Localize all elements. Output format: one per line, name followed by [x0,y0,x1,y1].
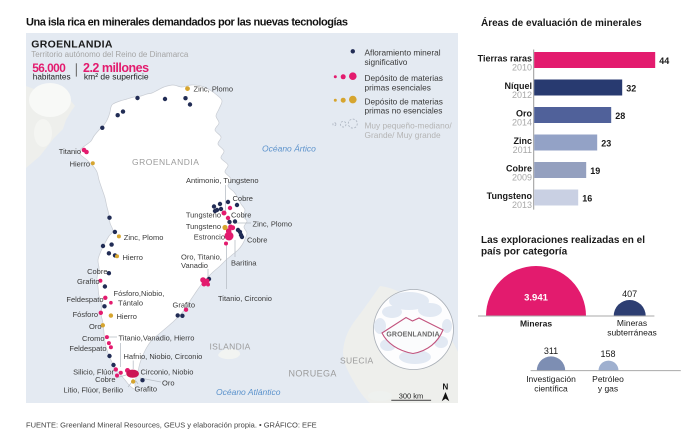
svg-text:Titanio,Vanadio, Hierro: Titanio,Vanadio, Hierro [119,334,195,343]
svg-text:SUECIA: SUECIA [340,356,373,366]
svg-text:Oro: Oro [162,379,175,388]
svg-text:Antimonio, Tungsteno: Antimonio, Tungsteno [186,176,259,185]
svg-text:Cobre: Cobre [87,267,107,276]
svg-text:Hierro: Hierro [117,312,137,321]
svg-text:FUENTE: Greenland Mineral Reso: FUENTE: Greenland Mineral Resources, GEU… [26,421,317,430]
svg-text:56.000: 56.000 [32,61,66,75]
svg-text:Grafito: Grafito [135,385,158,394]
svg-text:Silicio, Flúor: Silicio, Flúor [73,368,114,377]
svg-text:Vanadio: Vanadio [181,261,208,270]
svg-text:Hierro: Hierro [70,160,90,169]
svg-text:GROENLANDIA: GROENLANDIA [31,38,113,50]
svg-text:3.941: 3.941 [524,293,548,304]
svg-text:primas no esenciales: primas no esenciales [365,106,443,116]
svg-text:Feldespato: Feldespato [69,344,106,353]
svg-text:Feldespato: Feldespato [66,295,103,304]
svg-text:32: 32 [626,84,636,94]
svg-text:Tántalo: Tántalo [118,299,143,308]
svg-text:Titanio, Circonio: Titanio, Circonio [218,294,272,303]
svg-text:Mineras: Mineras [520,319,552,329]
svg-text:Cobre: Cobre [247,236,267,245]
svg-text:primas esenciales: primas esenciales [365,83,431,93]
svg-text:científica: científica [534,384,568,394]
svg-text:2.2 millones: 2.2 millones [83,61,149,75]
svg-text:2013: 2013 [512,200,532,210]
svg-text:país por categoría: país por categoría [481,247,568,258]
svg-text:Depósito de materias: Depósito de materias [365,73,443,83]
svg-text:Baritina: Baritina [231,259,257,268]
svg-text:23: 23 [601,139,611,149]
svg-text:Mineras: Mineras [617,318,647,328]
svg-text:Territorio autónomo del Reino: Territorio autónomo del Reino de Dinamar… [31,50,189,59]
svg-text:Tungsteno: Tungsteno [487,191,533,201]
svg-text:N: N [443,383,449,392]
svg-text:Cobre: Cobre [231,211,251,220]
svg-text:Océano Atlántico: Océano Atlántico [216,387,281,397]
svg-text:Océano Ártico: Océano Ártico [262,144,316,154]
svg-text:Tungsteno: Tungsteno [186,222,221,231]
svg-text:Litio, Flúor, Berilio: Litio, Flúor, Berilio [64,386,124,395]
svg-text:ISLANDIA: ISLANDIA [210,342,251,352]
svg-text:2011: 2011 [513,145,532,155]
svg-text:Estroncio: Estroncio [194,233,225,242]
svg-text:16: 16 [582,194,592,204]
svg-text:19: 19 [590,166,600,176]
svg-text:Oro: Oro [89,322,102,331]
svg-text:Grafito: Grafito [77,277,100,286]
svg-text:Cobre: Cobre [95,375,115,384]
svg-text:Hafnio, Niobio, Circonio: Hafnio, Niobio, Circonio [124,352,203,361]
svg-text:km² de superficie: km² de superficie [84,72,149,82]
svg-text:Grande/ Muy grande: Grande/ Muy grande [365,130,441,140]
svg-text:2012: 2012 [512,90,532,100]
svg-text:Zinc: Zinc [513,136,532,146]
svg-text:Circonio, Niobio: Circonio, Niobio [141,368,194,377]
svg-text:Zinc, Plomo: Zinc, Plomo [124,233,164,242]
svg-text:Fósforo: Fósforo [73,310,98,319]
svg-text:Cromo: Cromo [82,334,105,343]
svg-text:2010: 2010 [512,63,532,73]
svg-text:y gas: y gas [598,384,618,394]
svg-text:Zinc, Plomo: Zinc, Plomo [253,220,293,229]
svg-text:300 km: 300 km [399,391,424,400]
svg-text:Tungsteno: Tungsteno [186,210,221,219]
svg-text:Fósforo,Niobio,: Fósforo,Niobio, [114,289,165,298]
svg-text:Titanio: Titanio [59,147,81,156]
svg-text:GROENLANDIA: GROENLANDIA [386,332,439,339]
svg-text:Una isla rica en minerales dem: Una isla rica en minerales demandados po… [26,17,348,29]
svg-text:Zinc, Plomo: Zinc, Plomo [194,85,234,94]
svg-text:subterráneas: subterráneas [607,328,657,338]
svg-text:habitantes: habitantes [33,73,71,82]
svg-text:GROENLANDIA: GROENLANDIA [132,157,199,167]
svg-text:Muy pequeño-mediano/: Muy pequeño-mediano/ [365,121,453,131]
svg-text:significativo: significativo [365,57,408,67]
svg-text:2009: 2009 [512,173,532,183]
svg-text:Cobre: Cobre [233,194,253,203]
svg-text:311: 311 [544,346,558,356]
svg-text:Grafito: Grafito [173,301,196,310]
svg-text:Tierras raras: Tierras raras [478,54,532,64]
svg-text:407: 407 [622,289,637,299]
svg-text:Áreas de evaluación de mineral: Áreas de evaluación de minerales [481,16,642,29]
svg-text:Oro, Titanio,: Oro, Titanio, [181,253,222,262]
svg-text:NORUEGA: NORUEGA [289,369,337,379]
svg-text:Depósito de materias: Depósito de materias [365,97,443,107]
svg-text:158: 158 [600,349,615,359]
svg-text:Las exploraciones realizadas e: Las exploraciones realizadas en el [481,235,645,246]
svg-text:Petróleo: Petróleo [592,374,624,384]
svg-text:Hierro: Hierro [123,253,143,262]
svg-text:2014: 2014 [512,118,532,128]
svg-text:Níquel: Níquel [504,81,532,91]
svg-text:44: 44 [659,56,669,66]
svg-text:Afloramiento mineral: Afloramiento mineral [365,48,441,58]
svg-text:28: 28 [615,111,625,121]
svg-text:Investigación: Investigación [526,374,576,384]
svg-text:Oro: Oro [516,109,533,119]
svg-text:Cobre: Cobre [506,164,532,174]
